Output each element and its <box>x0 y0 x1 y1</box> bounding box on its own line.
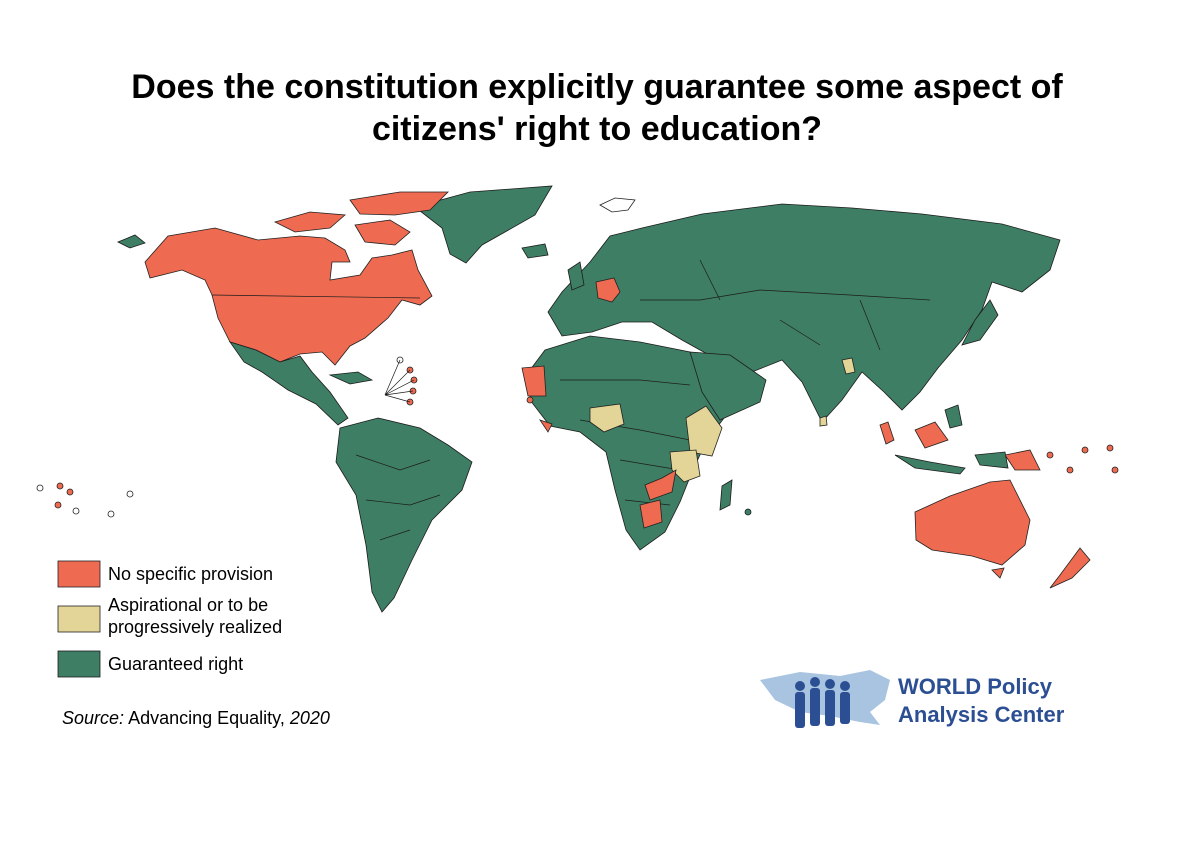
legend-label-line: progressively realized <box>108 617 282 637</box>
logo-text: WORLD Policy <box>898 674 1053 699</box>
source-label: Source: <box>62 708 124 728</box>
country <box>914 479 1031 566</box>
country <box>354 219 411 246</box>
legend-swatch <box>57 560 101 588</box>
island <box>72 507 80 515</box>
logo: WORLD Policy Analysis Center <box>760 670 1065 728</box>
country <box>894 454 966 475</box>
callout-lines <box>384 359 415 403</box>
legend-label: Aspirational or to be progressively reali… <box>108 595 282 637</box>
island <box>1046 451 1054 459</box>
country <box>521 243 549 259</box>
country <box>539 419 553 433</box>
border <box>211 294 421 299</box>
source-name: Advancing Equality, <box>128 708 285 728</box>
country <box>991 567 1005 579</box>
country <box>961 299 999 346</box>
legend-swatch <box>57 650 101 678</box>
island <box>1106 444 1114 452</box>
country <box>1004 449 1041 471</box>
world-map <box>36 185 1119 613</box>
country <box>1049 547 1091 589</box>
country <box>328 371 374 385</box>
source-year: 2020 <box>289 708 330 728</box>
island <box>1066 466 1074 474</box>
country <box>599 197 636 213</box>
logo-figures <box>795 677 850 728</box>
country <box>841 357 856 375</box>
country <box>819 415 828 427</box>
legend-label: Guaranteed right <box>108 654 243 674</box>
title-line: Does the constitution explicitly guarant… <box>131 68 1063 106</box>
country <box>879 421 895 445</box>
country <box>567 261 585 291</box>
country <box>335 417 473 613</box>
island <box>66 488 74 496</box>
legend-label-line: Aspirational or to be <box>108 595 268 615</box>
country <box>595 277 621 303</box>
legend-swatch <box>57 605 101 633</box>
country <box>273 211 346 233</box>
island <box>36 484 44 492</box>
country <box>639 499 663 529</box>
country <box>521 365 547 397</box>
island <box>526 396 534 404</box>
country <box>117 234 146 249</box>
country <box>974 451 1009 469</box>
border <box>640 259 931 351</box>
island <box>1111 466 1119 474</box>
country <box>229 341 349 426</box>
border <box>355 454 441 541</box>
legend: No specific provision Aspirational or to… <box>57 560 282 678</box>
country <box>547 203 1061 423</box>
island <box>107 510 115 518</box>
island <box>54 501 62 509</box>
country <box>414 185 553 264</box>
country <box>144 227 433 366</box>
island <box>126 490 134 498</box>
island <box>1081 446 1089 454</box>
source: Source: Advancing Equality, 2020 <box>62 708 330 728</box>
border <box>560 379 691 506</box>
country <box>719 479 733 511</box>
country <box>589 403 625 433</box>
title-line: citizens' right to education? <box>372 110 822 148</box>
legend-label: No specific provision <box>108 564 273 584</box>
country <box>349 191 449 216</box>
island <box>56 482 64 490</box>
country <box>689 351 767 421</box>
country <box>944 404 963 429</box>
country <box>685 405 723 457</box>
country <box>669 449 701 483</box>
island <box>744 508 752 516</box>
logo-text: Analysis Center <box>898 702 1065 727</box>
country <box>644 469 677 501</box>
country <box>914 421 949 449</box>
